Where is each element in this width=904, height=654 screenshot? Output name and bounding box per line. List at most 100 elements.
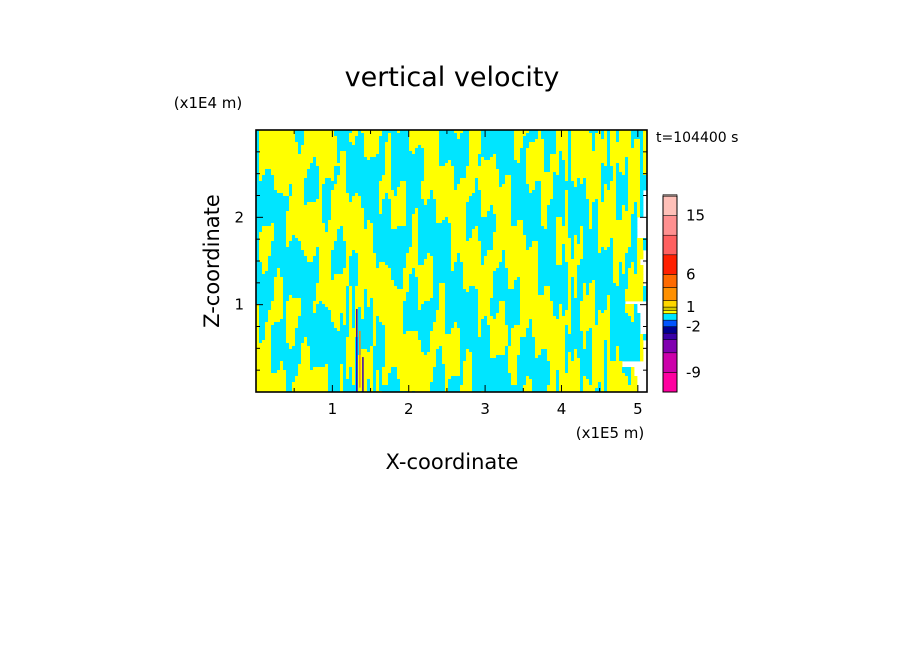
field-band [304, 181, 320, 185]
field-band [613, 172, 617, 176]
field-band [556, 217, 563, 221]
field-band [541, 202, 551, 206]
field-band [349, 298, 353, 302]
colorbar-swatch [662, 310, 678, 314]
field-band [382, 373, 389, 377]
field-band [607, 355, 611, 359]
field-band [262, 226, 275, 230]
colorbar-swatch [662, 254, 678, 275]
field-band [565, 190, 569, 194]
field-band [349, 262, 359, 266]
field-band [319, 184, 323, 188]
field-band [331, 277, 335, 281]
field-band [352, 295, 356, 299]
field-band [583, 295, 596, 299]
field-band [280, 271, 320, 275]
field-band [622, 262, 626, 266]
field-band [568, 148, 572, 152]
field-band [274, 280, 284, 284]
field-band [565, 367, 569, 371]
field-band [439, 157, 470, 161]
field-band [304, 196, 320, 200]
field-band [388, 376, 398, 380]
field-band [568, 370, 581, 374]
field-band [556, 229, 569, 233]
field-band [568, 295, 572, 299]
field-band [520, 316, 557, 320]
field-band [400, 181, 407, 185]
y-axis-label: Z-coordinate [200, 194, 224, 328]
field-band [571, 292, 575, 296]
field-band [568, 211, 590, 215]
field-band [337, 145, 365, 149]
field-band [616, 163, 620, 167]
field-band [274, 295, 284, 299]
field-band [430, 298, 440, 302]
field-band [529, 190, 533, 194]
field-band [283, 283, 317, 287]
field-band [631, 373, 635, 377]
field-band [559, 157, 563, 161]
field-band [526, 181, 536, 185]
field-band [604, 370, 608, 374]
field-band [418, 295, 434, 299]
field-band [631, 145, 635, 149]
field-band [598, 211, 617, 215]
field-band [505, 265, 539, 269]
field-band [310, 346, 347, 350]
field-band [286, 238, 293, 242]
field-band [577, 283, 584, 287]
field-band [589, 208, 593, 212]
field-band [328, 388, 341, 392]
x-axis-scale-label: (x1E5 m) [576, 424, 645, 442]
field-band [550, 382, 557, 386]
field-band [403, 319, 437, 323]
field-band [610, 307, 626, 311]
field-band [541, 193, 554, 197]
field-band [361, 205, 380, 209]
field-band [397, 376, 434, 380]
field-band [271, 244, 287, 248]
field-band [355, 346, 371, 350]
field-band [460, 256, 482, 260]
field-band [379, 139, 389, 143]
field-band [283, 289, 317, 293]
field-band [631, 226, 638, 230]
field-band [403, 283, 410, 287]
field-band [553, 187, 587, 191]
field-band [493, 271, 509, 275]
field-band [553, 310, 560, 314]
field-band [526, 148, 545, 152]
field-band [598, 202, 617, 206]
field-band [316, 163, 347, 167]
field-band [610, 328, 641, 332]
field-band [508, 286, 515, 290]
field-band [256, 217, 287, 221]
field-band [391, 136, 410, 140]
field-band [352, 142, 356, 146]
field-band [418, 232, 452, 236]
field-band [472, 382, 512, 386]
field-band [493, 289, 521, 293]
field-band [565, 352, 569, 356]
field-band [352, 322, 356, 326]
field-band [256, 310, 260, 314]
field-band [583, 229, 599, 233]
field-band [565, 250, 572, 254]
field-band [256, 343, 272, 347]
field-band [418, 304, 422, 308]
field-band [586, 337, 593, 341]
field-band [610, 343, 641, 347]
field-band [580, 367, 593, 371]
field-band [469, 142, 482, 146]
field-band [346, 286, 350, 290]
field-band [463, 130, 470, 134]
field-band [469, 199, 482, 203]
field-band [409, 286, 419, 290]
field-band [403, 277, 410, 281]
field-band [571, 280, 575, 284]
field-band [256, 265, 263, 269]
field-band [427, 202, 437, 206]
field-band [463, 265, 500, 269]
field-band [373, 370, 377, 374]
